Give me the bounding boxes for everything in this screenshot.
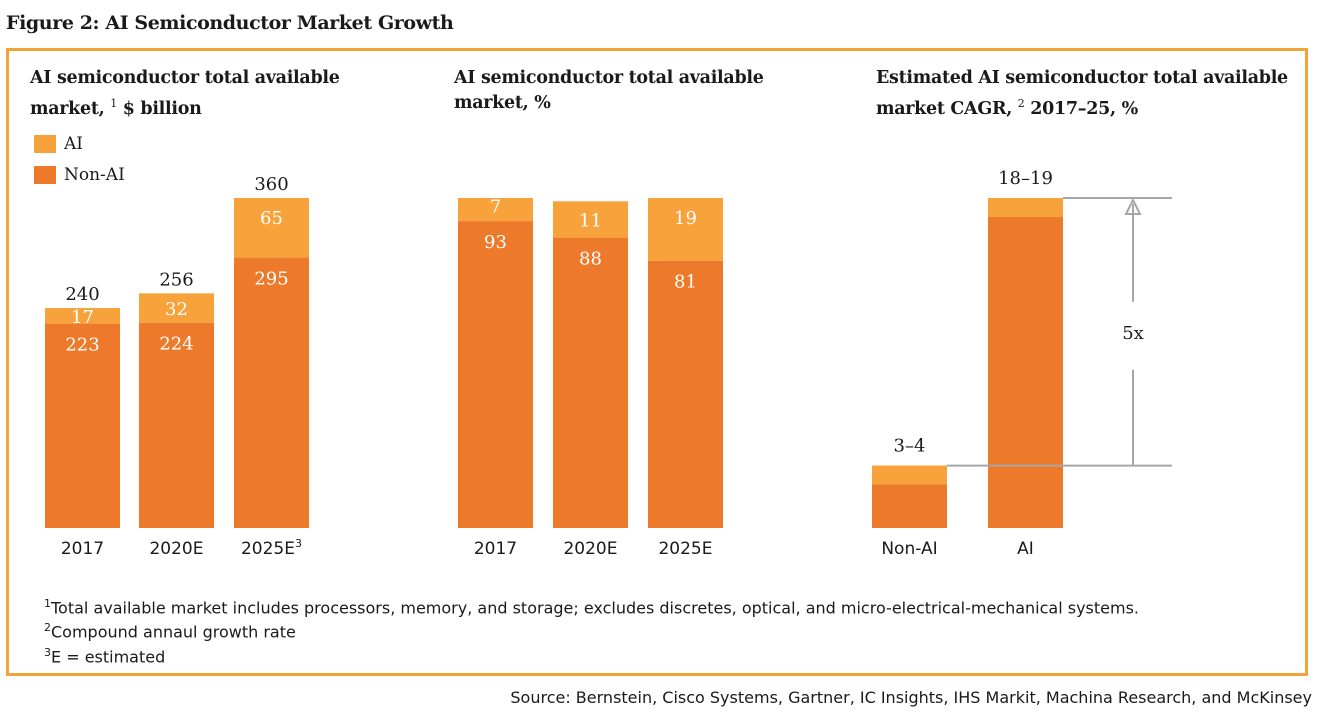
panel-1-title-sup: 1: [110, 97, 117, 110]
p3-arrow-head-icon: [1124, 197, 1142, 215]
panel-1-title: AI semiconductor total available market,…: [30, 66, 340, 122]
p1-label-ai-2020E: 32: [165, 299, 188, 320]
legend-swatch-ai: [34, 135, 56, 153]
source-note: Source: Bernstein, Cisco Systems, Gartne…: [510, 688, 1312, 707]
p2-label-ai-2020E: 11: [579, 210, 602, 231]
p1-bar-ai-2017: [45, 308, 120, 324]
figure-title: Figure 2: AI Semiconductor Market Growth: [6, 12, 454, 34]
legend-label-non-ai: Non-AI: [64, 165, 125, 185]
p3-bar-cap-AI: [988, 198, 1063, 217]
footnote-3: 3E = estimated: [44, 646, 165, 666]
p1-tick-2025E: 2025E3: [241, 537, 302, 559]
p1-bar-nonai-2025E: [234, 257, 309, 528]
p2-bar-nonai-2017: [458, 221, 533, 528]
p2-label-ai-2017: 7: [490, 197, 501, 218]
panel-1-title-line2-post: $ billion: [116, 98, 202, 119]
p2-tick-2017: 2017: [474, 539, 517, 559]
p1-bar-ai-2025E: [234, 198, 309, 258]
p3-tick-AI: AI: [1017, 539, 1034, 559]
legend-label-ai: AI: [64, 134, 83, 154]
p2-tick-2025E: 2025E: [658, 539, 712, 559]
panel-2-title-line2: market, %: [454, 93, 551, 113]
p1-tick-sup-2025E: 3: [295, 537, 302, 550]
footnote-3-sup: 3: [44, 646, 51, 659]
p3-bar-AI: [988, 198, 1063, 528]
legend-item-ai: AI: [34, 134, 83, 154]
p3-annotation: 5x: [1122, 323, 1144, 344]
panel-1-title-line1: AI semiconductor total available: [30, 68, 340, 88]
p1-label-nonai-2025E: 295: [254, 269, 288, 290]
p2-label-nonai-2017: 93: [484, 232, 507, 253]
footnote-1-text: Total available market includes processo…: [51, 598, 1140, 618]
panel-3-title-sup: 2: [1017, 97, 1025, 110]
footnote-3-text: E = estimated: [51, 647, 166, 667]
panel-3-title-line2-post: 2017–25, %: [1024, 98, 1138, 119]
p1-label-nonai-2017: 223: [65, 335, 99, 356]
p1-tick-2017: 2017: [61, 539, 104, 559]
panel-1-title-line2-pre: market,: [30, 98, 111, 119]
p1-label-total-2017: 240: [65, 284, 99, 305]
p3-label-AI: 18–19: [998, 168, 1053, 189]
p2-bar-ai-2017: [458, 198, 533, 222]
p2-bar-ai-2025E: [648, 198, 723, 261]
p3-label-Non-AI: 3–4: [894, 436, 926, 457]
footnote-1-sup: 1: [44, 597, 51, 610]
p1-bar-ai-2020E: [139, 293, 214, 323]
p1-label-ai-2025E: 65: [260, 208, 283, 229]
p1-label-nonai-2020E: 224: [159, 334, 193, 355]
p2-bar-nonai-2020E: [553, 237, 628, 528]
p2-bar-nonai-2025E: [648, 260, 723, 528]
p1-label-total-2025E: 360: [254, 174, 288, 195]
p2-bar-ai-2020E: [553, 201, 628, 238]
p2-label-nonai-2025E: 81: [674, 272, 697, 293]
p2-label-nonai-2020E: 88: [579, 249, 602, 270]
footnote-2: 2Compound annaul growth rate: [44, 621, 296, 641]
panel-3-title-line2-pre: market CAGR,: [876, 98, 1018, 119]
footnote-2-text: Compound annaul growth rate: [51, 622, 296, 642]
panel-3-title-line1: Estimated AI semiconductor total availab…: [876, 68, 1288, 88]
p1-bar-nonai-2020E: [139, 322, 214, 528]
panel-2-title: AI semiconductor total available market,…: [454, 66, 764, 116]
p1-label-ai-2017: 17: [71, 307, 94, 328]
p1-bar-nonai-2017: [45, 323, 120, 528]
p1-label-total-2020E: 256: [159, 269, 193, 290]
legend-swatch-non-ai: [34, 166, 56, 184]
p1-tick-2020E: 2020E: [149, 539, 203, 559]
p3-tick-Non-AI: Non-AI: [881, 539, 937, 559]
p3-bar-cap-Non-AI: [872, 465, 947, 485]
panel-2-title-line1: AI semiconductor total available: [454, 68, 764, 88]
p2-label-ai-2025E: 19: [674, 208, 697, 229]
figure-frame: [6, 48, 1308, 676]
footnote-2-sup: 2: [44, 621, 51, 634]
p2-tick-2020E: 2020E: [563, 539, 617, 559]
legend-item-non-ai: Non-AI: [34, 165, 125, 185]
panel-3-title: Estimated AI semiconductor total availab…: [876, 66, 1288, 122]
footnote-1: 1Total available market includes process…: [44, 597, 1139, 617]
